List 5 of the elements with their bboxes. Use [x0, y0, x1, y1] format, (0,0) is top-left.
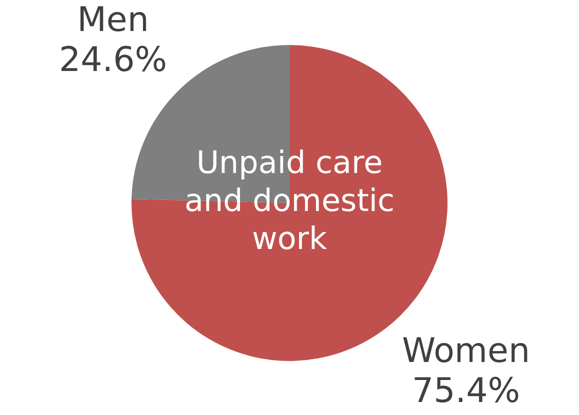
data-label: 75.4%	[412, 370, 520, 411]
data-label: 24.6%	[58, 40, 168, 80]
slice-label: Women	[402, 330, 530, 371]
slice-label: Men	[77, 0, 149, 40]
text: Unpaid care and domestic work	[184, 145, 395, 258]
